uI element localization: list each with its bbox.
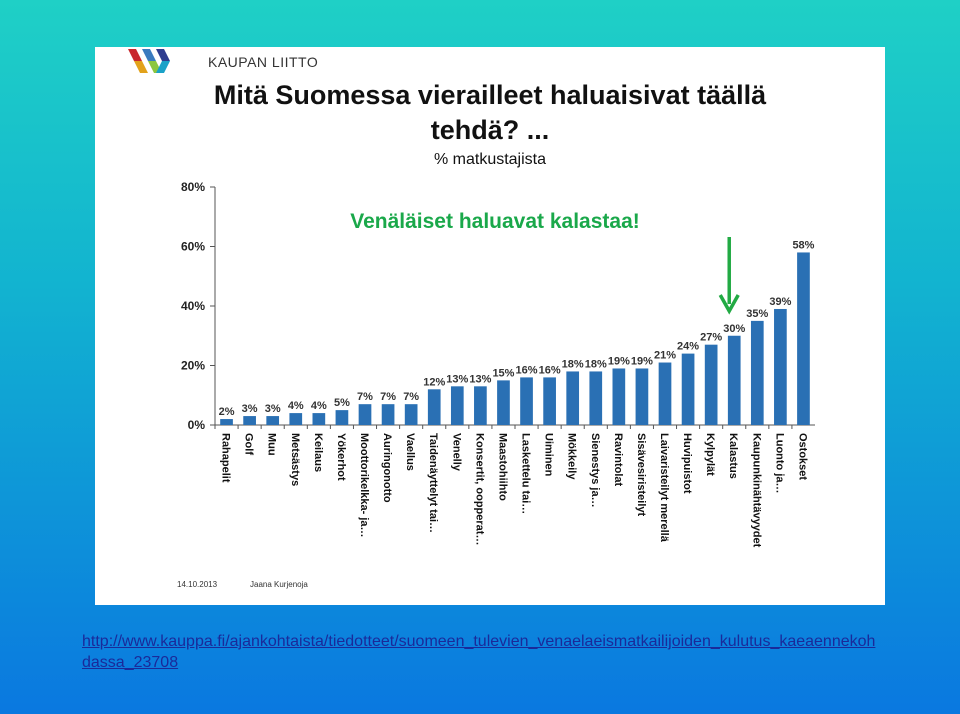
category-label: Konsertit, oopperat… [473, 433, 485, 545]
y-tick-label: 80% [181, 180, 205, 194]
data-label: 27% [700, 332, 722, 344]
y-tick-label: 20% [181, 359, 205, 373]
category-label: Keilaus [312, 433, 324, 472]
data-label: 5% [334, 397, 350, 409]
category-label: Huvipuistot [681, 433, 693, 494]
bar [312, 413, 326, 425]
data-label: 3% [242, 403, 258, 415]
data-label: 24% [677, 341, 699, 353]
bar [404, 404, 418, 425]
footer-date: 14.10.2013 [177, 580, 218, 589]
category-label: Muu [266, 433, 278, 456]
category-label: Yökerhot [335, 433, 347, 481]
bar [427, 389, 441, 425]
logo-mark-icon [128, 49, 170, 73]
bar-chart: 0% 20% 40% 60% 80% 2% Rahapelit 3% Golf 3% Muu 4% Me… [181, 180, 815, 548]
bar [774, 308, 787, 425]
category-label: Mökkeily [566, 433, 578, 480]
bar [750, 320, 764, 425]
data-label: 7% [380, 391, 396, 403]
y-tick-label: 60% [181, 240, 205, 254]
bar [658, 362, 672, 425]
data-label: 35% [746, 308, 768, 320]
bar [497, 380, 510, 425]
footer-author: Jaana Kurjenoja [250, 580, 308, 589]
data-label: 21% [654, 350, 676, 362]
y-tick-label: 40% [181, 299, 205, 313]
annotation-text: Venäläiset haluavat kalastaa! [350, 210, 640, 233]
bar [566, 371, 580, 425]
bar [612, 368, 626, 425]
data-label: 16% [539, 364, 561, 376]
category-label: Metsästys [289, 433, 301, 486]
category-label: Golf [243, 433, 255, 455]
category-label: Sienestys ja… [589, 433, 601, 508]
data-label: 19% [631, 355, 653, 367]
bar [243, 416, 256, 425]
bar [289, 413, 303, 425]
category-label: Luonto ja… [773, 433, 785, 494]
kaupan-liitto-logo: KAUPAN LIITTO [128, 47, 348, 83]
chart-title-line2: tehdä? ... [430, 115, 550, 145]
category-label: Laskettelu tai… [520, 433, 532, 514]
category-label: Maastohiihto [496, 433, 508, 501]
data-label: 18% [562, 358, 584, 370]
category-label: Uiminen [543, 433, 555, 477]
bar [474, 386, 487, 425]
bar [520, 377, 533, 425]
data-label: 7% [403, 391, 419, 403]
category-label: Ravintolat [612, 433, 624, 487]
bar [335, 410, 349, 425]
category-label: Rahapelit [220, 433, 232, 483]
data-label: 7% [357, 391, 373, 403]
bar [381, 404, 395, 425]
arrow-down-icon [718, 294, 740, 315]
category-label: Kalastus [727, 433, 739, 479]
bar [704, 344, 718, 425]
data-label: 16% [516, 364, 538, 376]
data-label: 4% [288, 400, 304, 412]
bar [681, 353, 695, 425]
bar [797, 252, 810, 425]
bar [266, 416, 280, 425]
category-label: Laivaristeilyt merellä [658, 433, 670, 543]
data-label: 13% [446, 373, 468, 385]
data-label: 18% [585, 358, 607, 370]
y-tick-label: 0% [188, 418, 206, 432]
bar [220, 419, 233, 425]
category-label: Kylpylät [704, 433, 716, 476]
chart-title-line1: Mitä Suomessa vierailleet haluaisivat tä… [213, 80, 767, 110]
bar [635, 368, 649, 425]
slide: KAUPAN LIITTO Mitä Suomessa vierailleet … [95, 47, 885, 605]
data-label: 2% [219, 406, 235, 418]
category-label: Vaellus [404, 433, 416, 471]
data-label: 13% [469, 373, 491, 385]
category-label: Sisävesiristeilyt [635, 433, 647, 517]
bar [450, 386, 464, 425]
category-label: Auringonotto [381, 433, 393, 503]
data-label: 15% [492, 367, 514, 379]
logo-text: KAUPAN LIITTO [208, 54, 319, 70]
bar [589, 371, 603, 425]
category-label: Moottorikelkka- ja… [358, 433, 370, 538]
data-label: 12% [423, 376, 445, 388]
data-label: 4% [311, 400, 327, 412]
data-label: 58% [792, 239, 814, 251]
category-label: Venelly [450, 433, 462, 472]
category-label: Kaupunkinähtävyydet [750, 433, 762, 548]
data-label: 39% [769, 296, 791, 308]
data-label: 30% [723, 323, 745, 335]
source-link[interactable]: http://www.kauppa.fi/ajankohtaista/tiedo… [82, 633, 876, 671]
bar [358, 404, 372, 425]
data-label: 3% [265, 403, 281, 415]
category-label: Taidenäyttelyt tai… [427, 433, 439, 533]
chart-subtitle: % matkustajista [433, 151, 547, 168]
bar [543, 377, 556, 425]
bar [727, 335, 741, 425]
data-label: 19% [608, 355, 630, 367]
category-label: Ostokset [796, 433, 808, 480]
